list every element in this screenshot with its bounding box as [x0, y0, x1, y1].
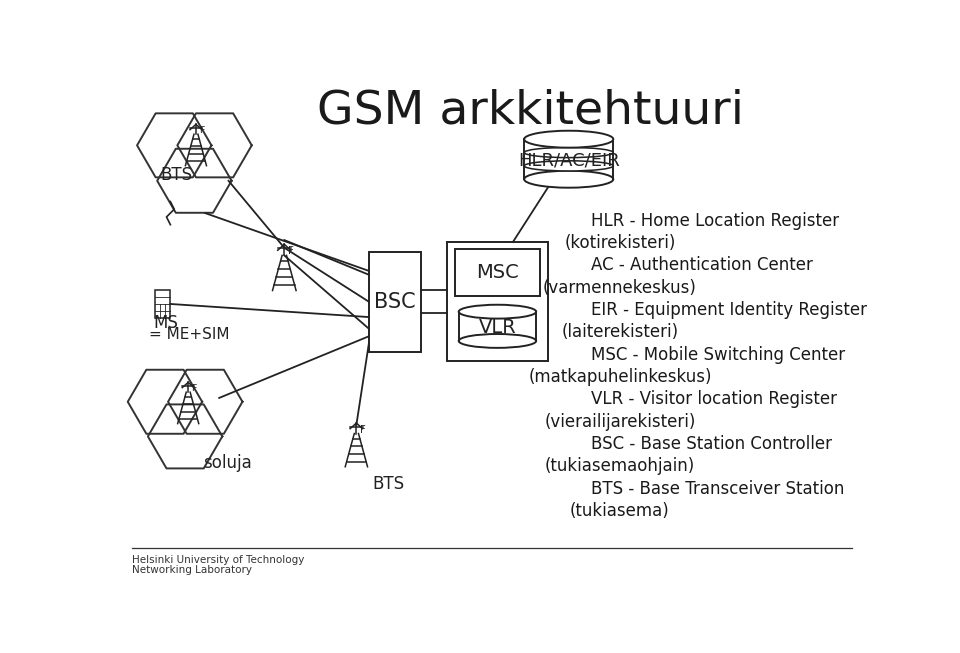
Text: MSC: MSC: [476, 263, 518, 282]
Text: F: F: [191, 384, 197, 392]
Bar: [369, 251, 421, 352]
Text: (matkapuhelinkeskus): (matkapuhelinkeskus): [528, 368, 711, 386]
Ellipse shape: [459, 334, 537, 348]
Ellipse shape: [524, 171, 613, 187]
Text: VLR - Visitor location Register: VLR - Visitor location Register: [591, 390, 837, 408]
Text: HLR - Home Location Register: HLR - Home Location Register: [591, 212, 839, 230]
Ellipse shape: [524, 161, 613, 171]
Text: = ME+SIM: = ME+SIM: [149, 327, 229, 342]
Text: BSC: BSC: [374, 292, 416, 311]
Ellipse shape: [524, 148, 613, 157]
Text: Helsinki University of Technology: Helsinki University of Technology: [132, 554, 304, 565]
Text: MSC - Mobile Switching Center: MSC - Mobile Switching Center: [591, 346, 846, 364]
Text: BTS: BTS: [372, 475, 404, 493]
Text: (tukiasemaohjain): (tukiasemaohjain): [544, 458, 695, 475]
Text: BTS: BTS: [160, 166, 192, 183]
Text: F: F: [200, 126, 204, 135]
Bar: [455, 249, 540, 296]
Text: Networking Laboratory: Networking Laboratory: [132, 565, 252, 575]
Text: (laiterekisteri): (laiterekisteri): [562, 323, 679, 342]
Text: BTS - Base Transceiver Station: BTS - Base Transceiver Station: [591, 480, 845, 498]
Text: AC - Authentication Center: AC - Authentication Center: [591, 257, 813, 274]
Bar: [447, 242, 548, 361]
Ellipse shape: [524, 131, 613, 148]
Text: (vierailijarekisteri): (vierailijarekisteri): [544, 413, 696, 431]
Text: BSC - Base Station Controller: BSC - Base Station Controller: [591, 435, 832, 453]
Text: MS: MS: [154, 314, 179, 332]
Text: EIR - Equipment Identity Register: EIR - Equipment Identity Register: [591, 301, 867, 319]
Text: F: F: [360, 424, 366, 434]
Text: VLR: VLR: [478, 318, 516, 337]
Text: GSM arkkitehtuuri: GSM arkkitehtuuri: [318, 88, 744, 133]
Text: HLR/AC/EIR: HLR/AC/EIR: [517, 152, 619, 170]
Ellipse shape: [459, 305, 537, 319]
Text: F: F: [288, 246, 294, 256]
Text: (kotirekisteri): (kotirekisteri): [564, 234, 676, 252]
Bar: [155, 290, 170, 318]
Text: soluja: soluja: [203, 454, 252, 472]
Text: (varmennekeskus): (varmennekeskus): [543, 279, 697, 297]
Text: (tukiasema): (tukiasema): [570, 502, 670, 520]
